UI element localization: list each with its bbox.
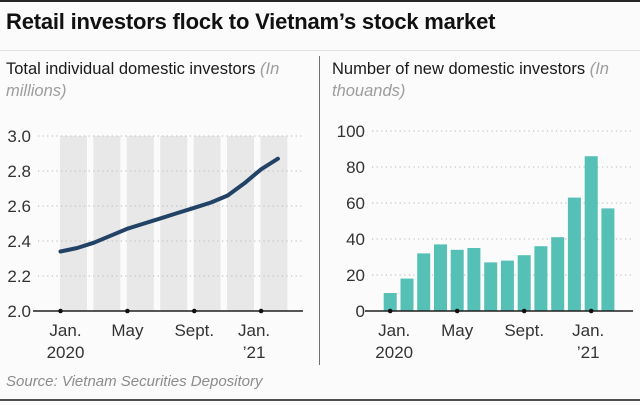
x-axis-label: Sept. <box>504 321 544 340</box>
tick-dot <box>454 308 460 314</box>
tick-dot <box>58 308 63 314</box>
bar <box>567 197 581 311</box>
y-axis-label: 0 <box>356 302 365 321</box>
left-chart-title: Total individual domestic investors <box>6 60 256 78</box>
x-axis-label: May <box>441 321 474 340</box>
x-axis-label: Sept. <box>174 321 214 340</box>
y-axis-label: 2.4 <box>7 232 31 251</box>
bottom-border <box>0 399 640 401</box>
y-axis-label: 80 <box>346 158 365 177</box>
background-stripe <box>93 136 121 311</box>
bar <box>551 237 565 311</box>
bar <box>417 253 431 311</box>
x-axis-label: 2020 <box>47 343 85 362</box>
source-note: Source: Vietnam Securities Depository <box>6 373 263 390</box>
bar <box>434 244 447 311</box>
bar-chart: 100 80 60 40 20 0 Jan. 2020 May Sept. Jan. ’21 <box>337 122 633 362</box>
x-axis-label: Jan. <box>572 321 604 340</box>
tick-dot <box>588 308 594 314</box>
bar <box>517 255 531 311</box>
left-chart-subtitle: Total individual domestic investors (In … <box>6 58 306 102</box>
bar <box>400 278 414 311</box>
x-axis-label: 2020 <box>375 343 413 362</box>
y-axis-label: 20 <box>346 266 365 285</box>
bar <box>467 248 481 311</box>
tick-dot <box>387 308 393 314</box>
y-axis-label: 2.0 <box>7 302 31 321</box>
y-axis-label: 40 <box>346 230 365 249</box>
top-border <box>0 0 640 2</box>
bar <box>500 260 514 311</box>
y-axis-label: 2.2 <box>7 267 31 286</box>
bar <box>601 208 615 311</box>
background-stripe <box>227 136 254 311</box>
x-axis-label: Jan. <box>378 321 410 340</box>
line-series <box>58 156 280 254</box>
y-axis-label: 100 <box>337 122 365 141</box>
header-rule <box>0 50 640 51</box>
y-axis-label: 60 <box>346 194 365 213</box>
bar <box>484 262 498 311</box>
background-stripe <box>160 136 188 311</box>
x-axis-label: ’21 <box>577 343 600 362</box>
right-chart-units: (In thouands) <box>332 60 609 100</box>
panel-divider <box>319 56 320 365</box>
x-axis-label: May <box>111 321 144 340</box>
y-axis-label: 2.6 <box>7 197 31 216</box>
line-chart: 3.0 2.8 2.6 2.4 2.2 2.0 Jan. 2020 May Sept. Jan. ’2… <box>7 127 303 362</box>
left-chart-units: (In millions) <box>6 60 280 100</box>
bar <box>450 249 464 311</box>
bar <box>584 156 598 311</box>
right-chart-subtitle: Number of new domestic investors (In tho… <box>332 58 632 102</box>
bar <box>383 293 397 311</box>
right-chart-title: Number of new domestic investors <box>332 60 586 78</box>
bar <box>534 246 548 311</box>
x-axis-label: Jan. <box>49 321 81 340</box>
tick-dot <box>125 308 130 314</box>
background-stripe <box>193 136 221 311</box>
tick-dot <box>521 308 527 314</box>
y-axis-label: 3.0 <box>7 127 31 146</box>
x-axis-label: Jan. <box>238 321 270 340</box>
x-axis-label: ’21 <box>243 343 266 362</box>
page-title: Retail investors flock to Vietnam’s stoc… <box>6 9 496 34</box>
tick-dot <box>258 308 264 314</box>
background-stripe <box>60 136 87 311</box>
tick-dot <box>192 308 197 314</box>
y-axis-label: 2.8 <box>7 162 31 181</box>
